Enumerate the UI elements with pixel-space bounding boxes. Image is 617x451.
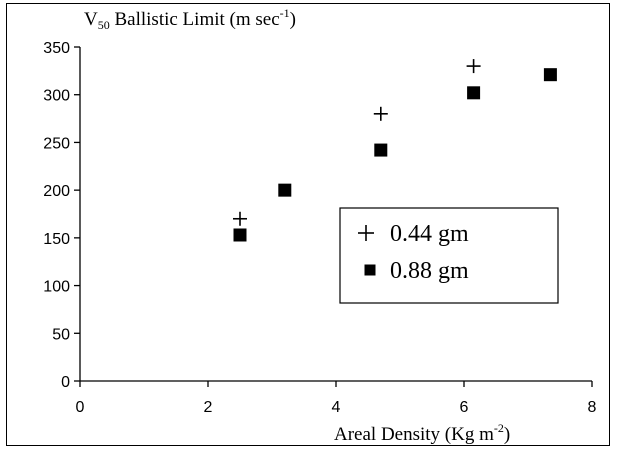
x-tick-label: 2	[204, 399, 213, 416]
y-tick-label: 150	[43, 231, 70, 248]
y-tick-label: 250	[43, 135, 70, 152]
x-tick-label: 0	[76, 399, 85, 416]
legend-marker-plus	[358, 225, 374, 241]
y-tick-label: 300	[43, 88, 70, 105]
legend: 0.44 gm 0.88 gm	[339, 207, 559, 304]
data-point-plus	[373, 106, 388, 121]
data-marks	[233, 59, 557, 242]
y-tick-label: 100	[43, 279, 70, 296]
y-tick-label: 50	[52, 326, 70, 343]
y-tick-label: 200	[43, 183, 70, 200]
data-point-square	[278, 183, 292, 197]
legend-label: 0.88 gm	[390, 258, 469, 284]
data-point-plus	[466, 59, 481, 74]
data-point-square	[233, 228, 247, 242]
y-tick-label: 350	[43, 40, 70, 57]
data-point-square	[374, 143, 388, 157]
x-tick-label: 4	[332, 399, 341, 416]
data-point-plus	[233, 211, 247, 226]
legend-label: 0.44 gm	[390, 221, 469, 247]
y-axis-title: V50 Ballistic Limit (m sec-1)	[84, 6, 296, 32]
data-point-square	[467, 86, 481, 100]
legend-marker-square	[364, 264, 376, 276]
legend-box	[339, 207, 559, 304]
axes: 0 50 100 150 200 250 300 350 0 2 4 6 8	[43, 40, 596, 416]
y-tick-label: 0	[61, 374, 70, 391]
data-point-square	[543, 68, 557, 82]
x-tick-label: 6	[460, 399, 469, 416]
x-tick-label: 8	[588, 399, 597, 416]
x-axis-title: Areal Density (Kg m-2)	[334, 421, 510, 445]
